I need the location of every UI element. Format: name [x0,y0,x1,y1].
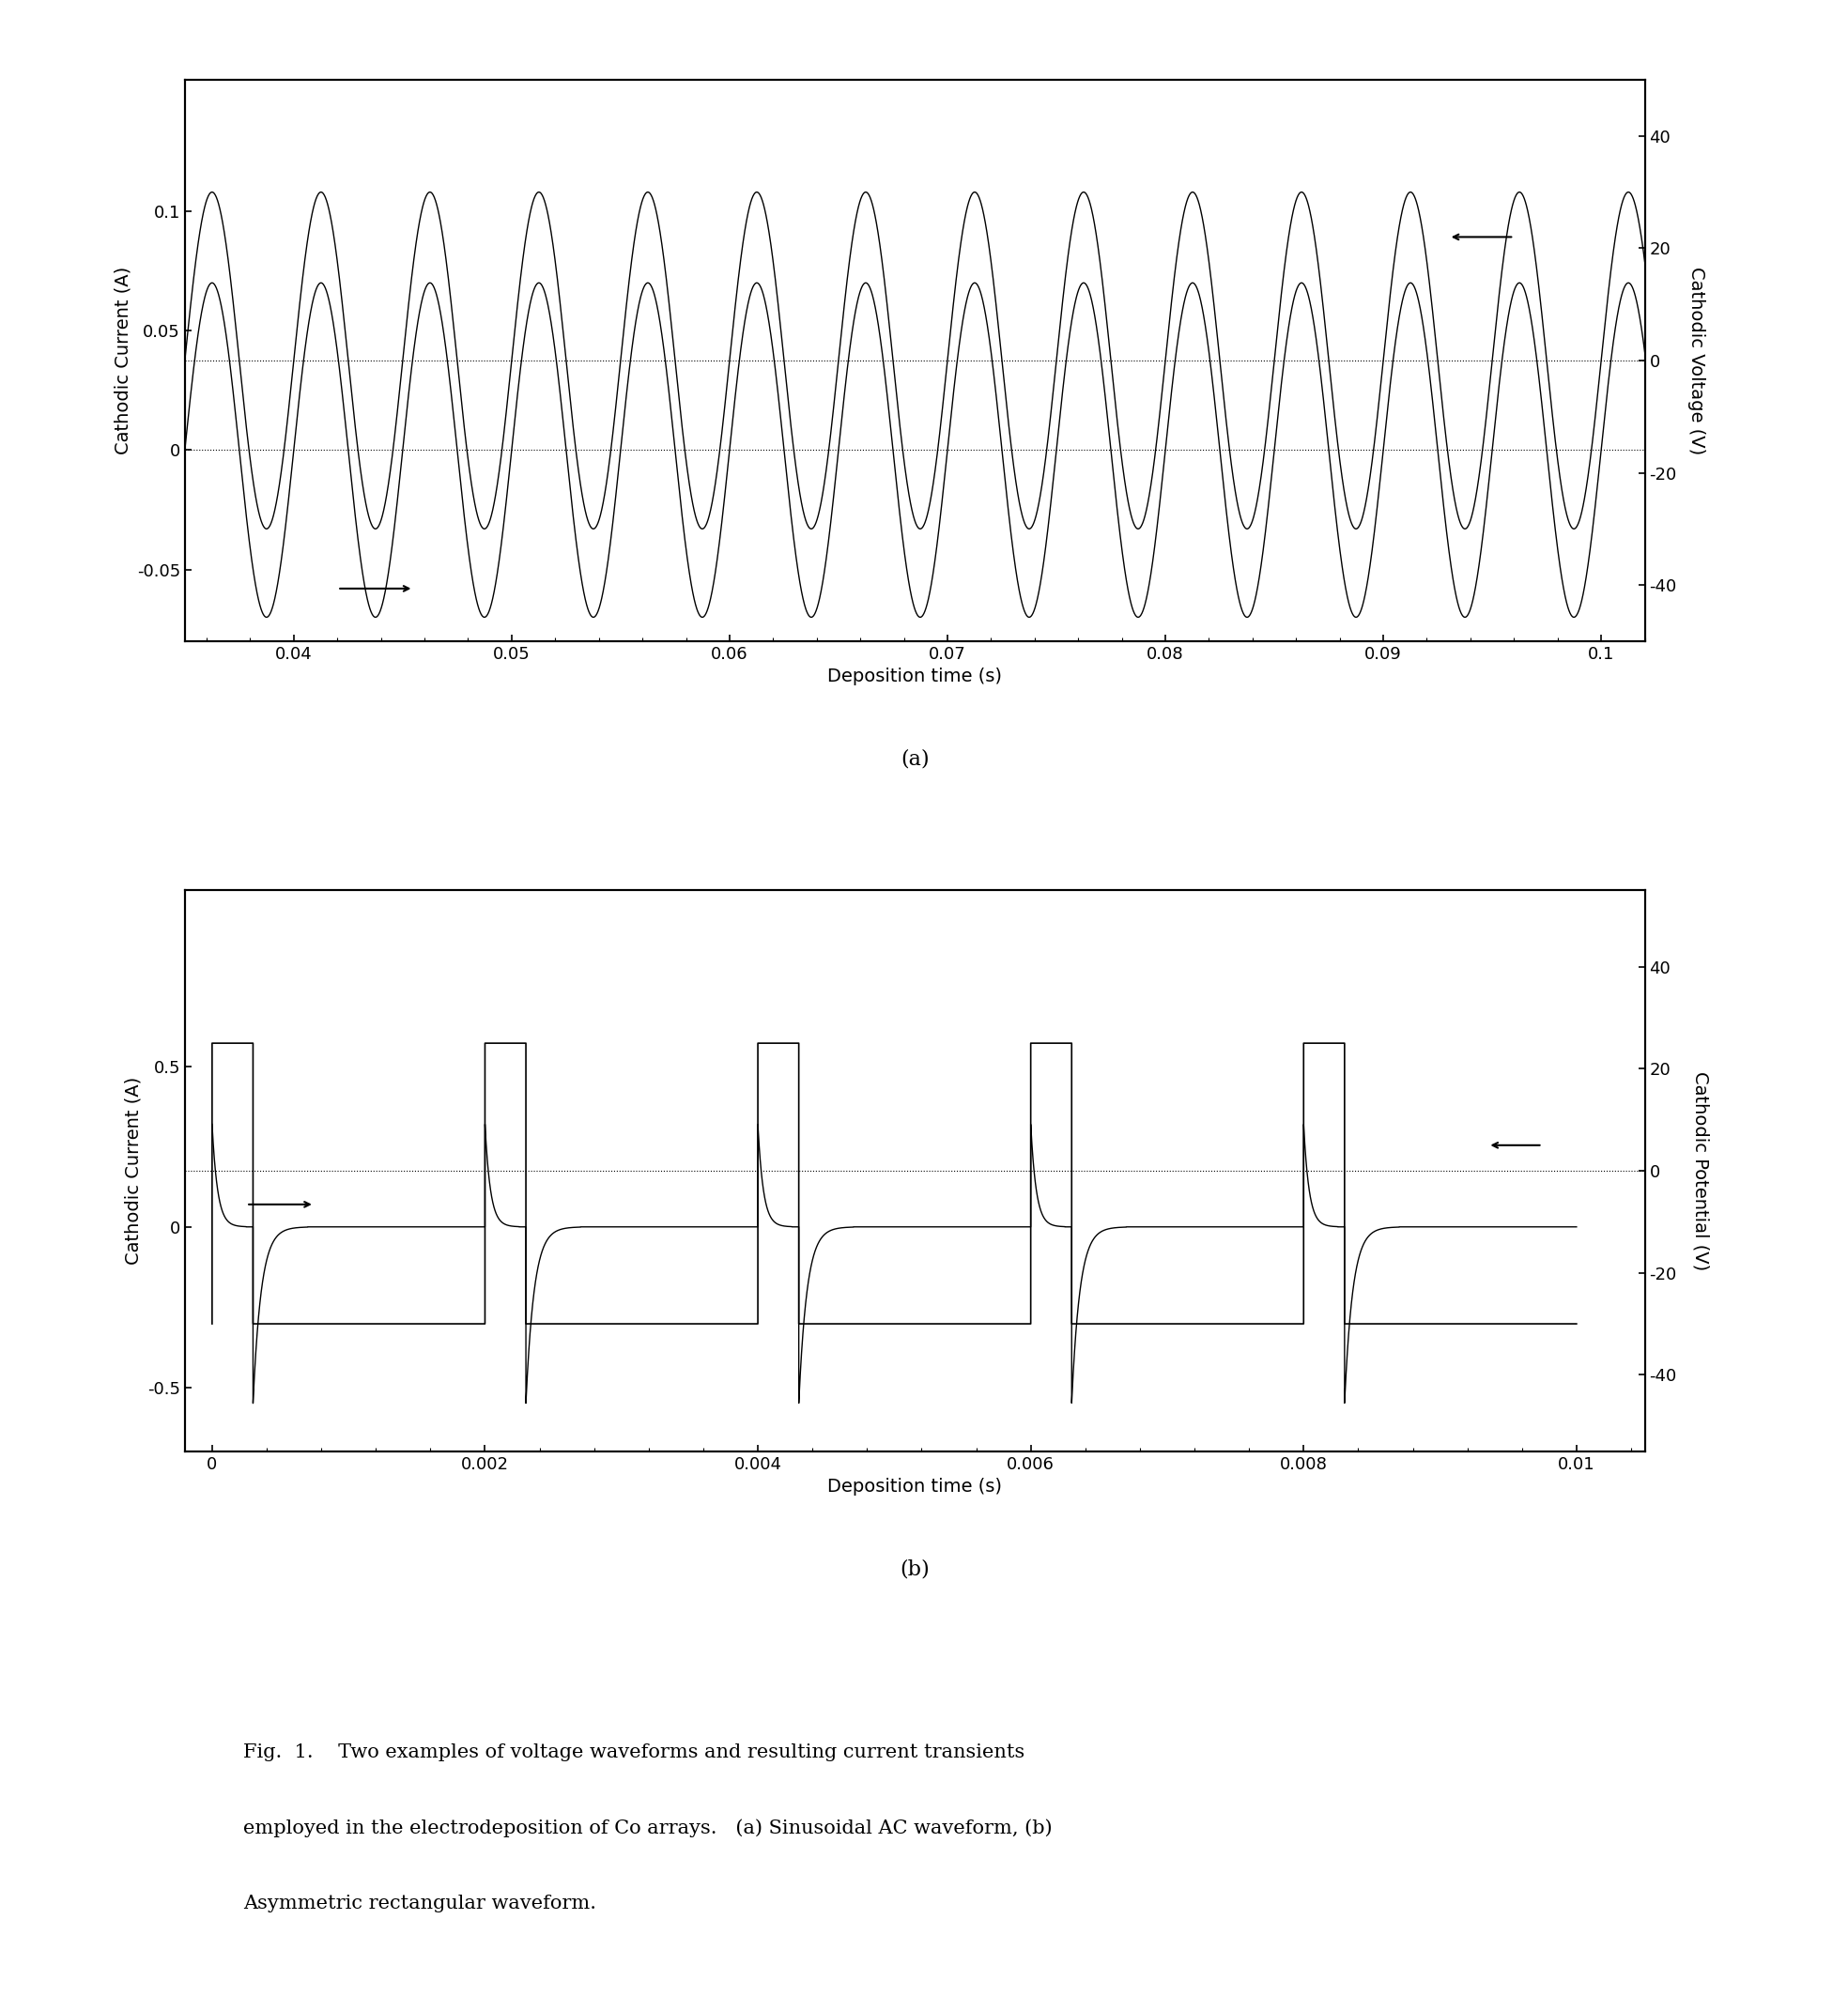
Y-axis label: Cathodic Current (A): Cathodic Current (A) [115,267,131,455]
Y-axis label: Cathodic Potential (V): Cathodic Potential (V) [1691,1072,1709,1269]
Text: employed in the electrodeposition of Co arrays.   (a) Sinusoidal AC waveform, (b: employed in the electrodeposition of Co … [244,1818,1052,1836]
Y-axis label: Cathodic Current (A): Cathodic Current (A) [124,1076,142,1265]
Y-axis label: Cathodic Voltage (V): Cathodic Voltage (V) [1687,267,1706,455]
Text: Asymmetric rectangular waveform.: Asymmetric rectangular waveform. [244,1894,597,1912]
X-axis label: Deposition time (s): Deposition time (s) [828,1479,1002,1495]
Text: (b): (b) [900,1559,930,1579]
X-axis label: Deposition time (s): Deposition time (s) [828,669,1002,685]
Text: Fig.  1.    Two examples of voltage waveforms and resulting current transients: Fig. 1. Two examples of voltage waveform… [244,1743,1024,1760]
Text: (a): (a) [900,748,930,768]
